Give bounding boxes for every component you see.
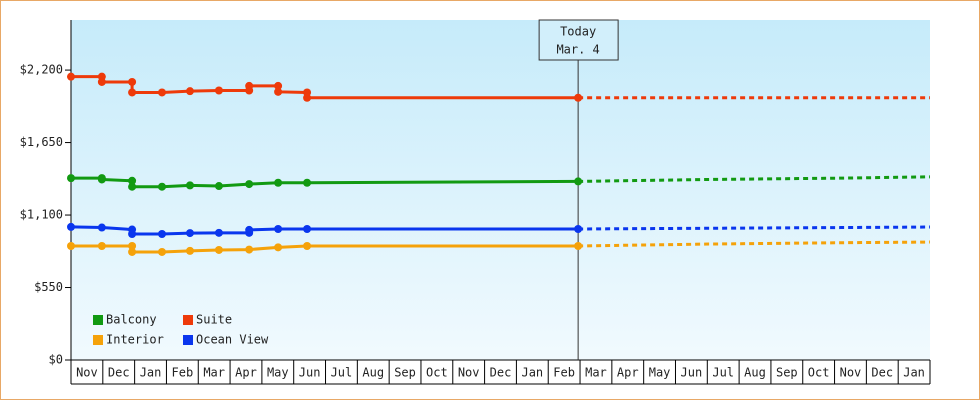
price-point: [574, 225, 583, 234]
price-point: [128, 88, 137, 97]
price-point: [214, 86, 223, 95]
x-tick-label: Feb: [172, 366, 194, 380]
x-tick-label: Feb: [553, 366, 575, 380]
x-tick-label: Jan: [140, 366, 162, 380]
x-tick-label: Nov: [840, 366, 862, 380]
price-point: [185, 246, 194, 255]
price-point: [274, 81, 283, 90]
price-point: [97, 242, 106, 251]
x-tick-label: Oct: [426, 366, 448, 380]
forecast-line: [578, 225, 931, 231]
price-point: [274, 87, 283, 96]
x-tick-label: Sep: [394, 366, 416, 380]
price-point: [128, 230, 137, 239]
x-tick-label: Jun: [299, 366, 321, 380]
x-tick-label: Jun: [681, 366, 703, 380]
price-point: [67, 242, 75, 251]
price-point: [303, 178, 312, 187]
x-tick-label: Jan: [903, 366, 925, 380]
price-point: [214, 182, 223, 191]
price-point: [214, 228, 223, 237]
x-tick-label: Dec: [108, 366, 130, 380]
legend-swatch: [183, 315, 193, 325]
legend-label: Ocean View: [196, 333, 269, 347]
price-point: [274, 225, 283, 234]
price-point: [97, 175, 106, 184]
price-point: [303, 225, 312, 234]
legend-swatch: [93, 315, 103, 325]
forecast-line: [578, 175, 931, 183]
price-point: [157, 182, 166, 191]
x-tick-label: May: [649, 366, 671, 380]
y-tick-label: $550: [34, 280, 63, 294]
x-tick-label: Aug: [362, 366, 384, 380]
price-point: [157, 247, 166, 256]
price-point: [128, 176, 137, 185]
x-tick-label: Jul: [331, 366, 353, 380]
x-tick-label: Aug: [744, 366, 766, 380]
y-tick-label: $2,200: [20, 63, 63, 77]
price-point: [245, 225, 254, 234]
price-point: [274, 178, 283, 187]
legend-swatch: [183, 335, 193, 345]
price-point: [67, 222, 75, 231]
price-point: [128, 247, 137, 256]
x-tick-label: Dec: [490, 366, 512, 380]
y-tick-label: $1,100: [20, 208, 63, 222]
x-tick-label: Apr: [235, 366, 257, 380]
price-point: [157, 88, 166, 97]
price-point: [128, 242, 137, 251]
today-box: [538, 19, 619, 61]
price-point: [185, 181, 194, 190]
price-point: [303, 93, 312, 102]
price-point: [574, 177, 583, 186]
price-point: [303, 242, 312, 251]
price-point: [574, 242, 583, 251]
x-tick-label: May: [267, 366, 289, 380]
plot-area: [71, 20, 930, 360]
price-point: [185, 229, 194, 238]
x-tick-label: Nov: [76, 366, 98, 380]
legend-label: Interior: [106, 333, 164, 347]
price-point: [185, 87, 194, 96]
x-tick-label: Dec: [871, 366, 893, 380]
price-point: [157, 230, 166, 239]
price-point: [67, 174, 75, 183]
price-point: [245, 245, 254, 254]
price-point: [128, 77, 137, 86]
price-point: [97, 223, 106, 232]
y-tick-label: $0: [49, 353, 63, 367]
legend-label: Suite: [196, 313, 232, 327]
x-tick-label: Oct: [808, 366, 830, 380]
x-tick-label: Apr: [617, 366, 639, 380]
price-point: [245, 180, 254, 189]
series-line: [70, 225, 579, 236]
price-point: [214, 245, 223, 254]
x-tick-label: Sep: [776, 366, 798, 380]
forecast-line: [578, 240, 931, 248]
y-tick-label: $1,650: [20, 135, 63, 149]
legend-label: Balcony: [106, 313, 157, 327]
x-tick-label: Jan: [521, 366, 543, 380]
price-point: [574, 93, 583, 102]
x-tick-label: Mar: [585, 366, 607, 380]
x-tick-label: Mar: [203, 366, 225, 380]
today-date: Mar. 4: [556, 43, 599, 57]
legend-swatch: [93, 335, 103, 345]
price-point: [97, 77, 106, 86]
price-point: [67, 72, 75, 81]
price-point: [274, 243, 283, 252]
x-tick-label: Jul: [712, 366, 734, 380]
price-point: [245, 81, 254, 90]
today-label: Today: [560, 25, 596, 39]
x-tick-label: Nov: [458, 366, 480, 380]
price-point: [128, 182, 137, 191]
